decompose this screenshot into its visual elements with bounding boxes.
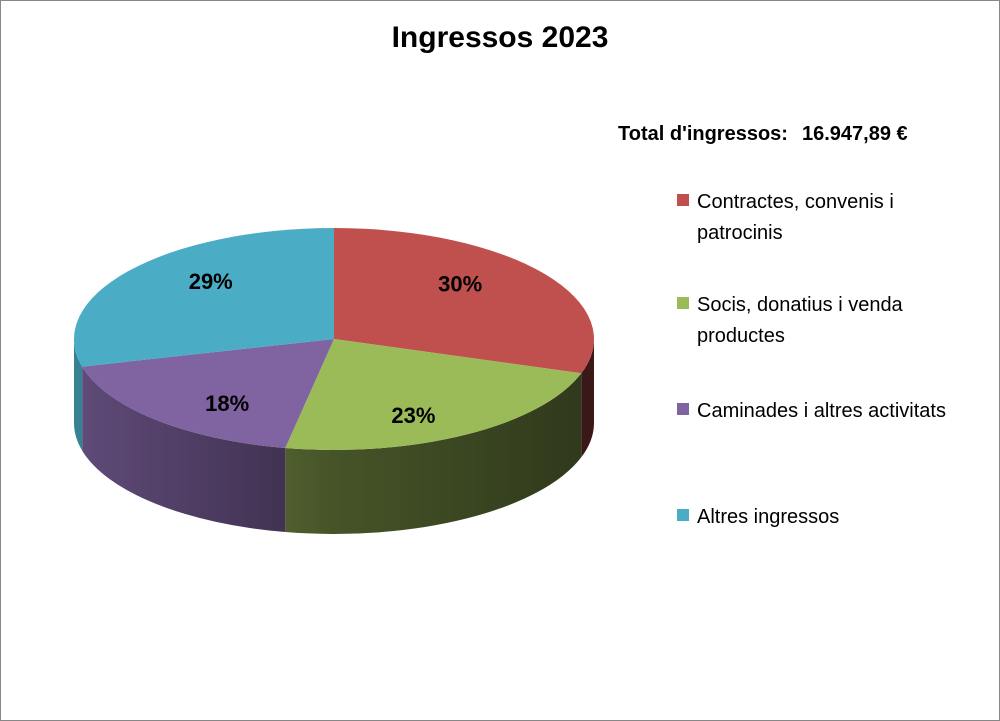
legend-label: Altres ingressos	[697, 506, 840, 528]
pie-labels: 30% 23% 18% 29%	[189, 269, 483, 428]
pie-slice-3	[74, 228, 334, 367]
legend-swatch	[677, 403, 689, 415]
total-income-label: Total d'ingressos:	[618, 123, 788, 145]
total-income-value: 16.947,89 €	[801, 123, 908, 145]
legend-swatch	[677, 194, 689, 206]
data-label-0: 30%	[438, 271, 482, 296]
data-label-3: 29%	[189, 269, 233, 294]
pie-sides	[74, 339, 594, 534]
pie-slice-2	[82, 339, 334, 449]
total-income: Total d'ingressos: 16.947,89 €	[618, 123, 908, 146]
pie-side-0	[581, 339, 594, 458]
pie-slice-1	[285, 339, 582, 450]
pie-side-3	[74, 339, 83, 451]
pie-tops	[74, 228, 594, 450]
legend-label: Socis, donatius i venda productes	[697, 294, 903, 347]
pie-side-2	[82, 366, 286, 533]
legend-label: Contractes, convenis i patrocinis	[697, 191, 894, 244]
data-label-2: 18%	[205, 391, 249, 416]
chart-title: Ingressos 2023	[391, 21, 609, 54]
pie-side-1	[285, 373, 582, 534]
legend-swatch	[677, 297, 689, 309]
legend-label: Caminades i altres activitats	[697, 400, 946, 422]
pie-slice-0	[334, 228, 594, 374]
data-label-1: 23%	[391, 403, 435, 428]
legend-swatch	[677, 509, 689, 521]
